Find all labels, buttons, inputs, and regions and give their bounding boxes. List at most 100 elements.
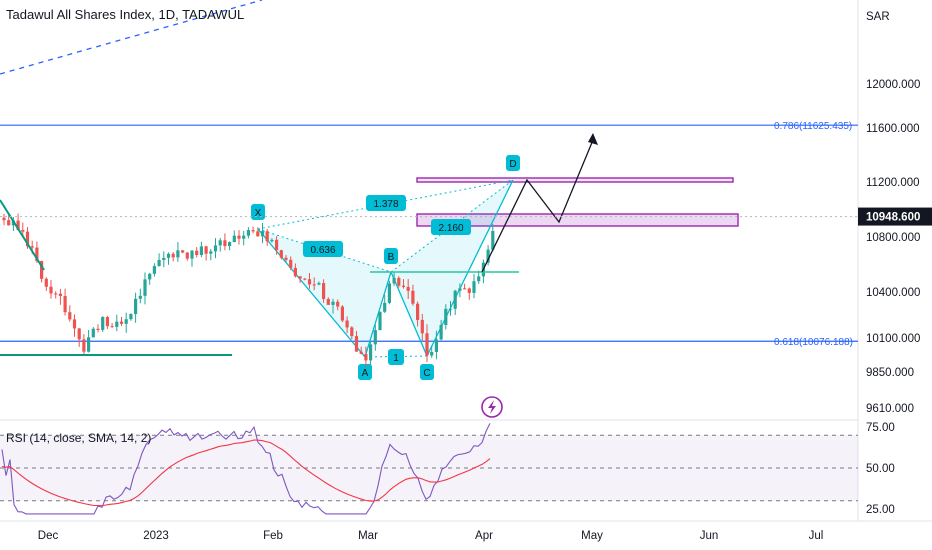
candle-body bbox=[148, 273, 152, 280]
point-badge bbox=[251, 204, 265, 220]
zone-lower bbox=[416, 213, 739, 227]
candle-body bbox=[101, 317, 105, 330]
candle-body bbox=[58, 293, 62, 297]
candle-body bbox=[279, 250, 283, 258]
candle-body bbox=[491, 231, 495, 250]
pattern-fill-bcd bbox=[391, 180, 513, 356]
candle-body bbox=[105, 317, 109, 327]
price-axis: SAR 12000.000 11600.000 11200.000 10800.000 1… bbox=[0, 11, 932, 415]
candle-body bbox=[110, 326, 114, 328]
rsi-ma-line bbox=[1, 439, 491, 507]
candle-body bbox=[213, 245, 218, 252]
candle-body bbox=[228, 242, 232, 247]
candle-body bbox=[260, 231, 265, 237]
ratio-badge bbox=[431, 219, 471, 235]
candle-body bbox=[284, 257, 288, 260]
candle-body bbox=[312, 284, 316, 286]
currency-label: SAR bbox=[866, 11, 890, 23]
candle-body bbox=[87, 337, 91, 352]
candle-body bbox=[171, 253, 175, 258]
candles bbox=[2, 213, 495, 367]
candle-body bbox=[157, 259, 161, 267]
candle-body bbox=[138, 295, 142, 299]
candle-body bbox=[448, 308, 453, 310]
candle-body bbox=[303, 278, 307, 280]
time-label: Mar bbox=[358, 530, 378, 542]
candle-body bbox=[195, 250, 199, 256]
point-label: C bbox=[423, 368, 430, 379]
candle-body bbox=[444, 308, 448, 325]
candle-body bbox=[246, 230, 250, 236]
candle-body bbox=[242, 235, 246, 239]
candle-body bbox=[472, 281, 476, 293]
candle-body bbox=[209, 251, 213, 254]
projection-overlay bbox=[0, 133, 598, 356]
projection-arrowhead bbox=[588, 133, 598, 145]
zone-upper bbox=[416, 177, 734, 183]
candle-body bbox=[72, 319, 77, 329]
price-label: 11200.000 bbox=[866, 177, 920, 189]
candle-body bbox=[68, 312, 72, 320]
candle-body bbox=[176, 250, 180, 258]
candle-body bbox=[251, 230, 255, 232]
candle-body bbox=[35, 247, 39, 262]
candle-body bbox=[152, 266, 156, 274]
ratio-badge bbox=[303, 241, 343, 257]
candle-body bbox=[354, 336, 359, 352]
price-label: 10800.000 bbox=[866, 232, 920, 244]
candle-body bbox=[270, 239, 274, 242]
time-label: Jun bbox=[700, 530, 719, 542]
fib-lines: 0.786(11625.435) 0.618(10076.188) bbox=[0, 121, 858, 348]
candle-body bbox=[397, 277, 401, 286]
candle-body bbox=[275, 239, 279, 251]
candle-body bbox=[298, 276, 302, 279]
candle-body bbox=[54, 293, 58, 295]
rsi-axis-label: 25.00 bbox=[866, 504, 895, 516]
candle-body bbox=[30, 246, 34, 248]
candle-body bbox=[317, 283, 321, 285]
candle-body bbox=[364, 353, 368, 361]
candle-body bbox=[49, 286, 53, 294]
ratio-badge bbox=[388, 349, 404, 365]
point-badge bbox=[384, 248, 398, 264]
pattern-leg bbox=[390, 271, 428, 357]
candle-body bbox=[44, 278, 48, 287]
rsi-axis-label: 50.00 bbox=[866, 463, 895, 475]
candle-body bbox=[162, 257, 166, 260]
chart-title: Tadawul All Shares Index, 1D, TADAWUL bbox=[6, 7, 245, 22]
ratio-label: 1.378 bbox=[373, 199, 398, 210]
candle-body bbox=[190, 250, 194, 259]
downtrend-line bbox=[0, 199, 45, 271]
pattern-ratio-line bbox=[257, 179, 514, 230]
candle-body bbox=[16, 220, 20, 230]
candle-body bbox=[369, 344, 373, 361]
price-label: 11600.000 bbox=[866, 123, 920, 135]
candle-body bbox=[401, 285, 406, 287]
candle-body bbox=[204, 246, 208, 254]
candle-body bbox=[486, 249, 490, 263]
lightning-icon[interactable] bbox=[481, 396, 503, 418]
price-label: 12000.000 bbox=[866, 79, 920, 91]
current-price-label: 10948.600 bbox=[866, 212, 920, 224]
pattern-leg bbox=[364, 271, 392, 358]
time-label: Jul bbox=[809, 530, 824, 542]
candle-body bbox=[392, 277, 396, 284]
price-label: 9850.000 bbox=[866, 367, 914, 379]
price-label: 10100.000 bbox=[866, 333, 920, 345]
candle-body bbox=[378, 311, 382, 331]
time-axis: Dec 2023 Feb Mar Apr May Jun Jul bbox=[38, 530, 824, 542]
candle-body bbox=[336, 301, 340, 307]
pattern-ratio-line bbox=[257, 228, 392, 273]
candle-body bbox=[2, 217, 6, 221]
candle-body bbox=[91, 328, 95, 338]
point-badge bbox=[358, 364, 372, 380]
candle-body bbox=[256, 231, 260, 237]
candle-body bbox=[373, 330, 377, 345]
projection-path bbox=[481, 139, 594, 273]
price-label: 9610.000 bbox=[866, 403, 914, 415]
point-badge bbox=[506, 155, 520, 171]
ratio-badge bbox=[366, 195, 406, 211]
point-label: D bbox=[509, 159, 516, 170]
candle-body bbox=[425, 333, 429, 356]
